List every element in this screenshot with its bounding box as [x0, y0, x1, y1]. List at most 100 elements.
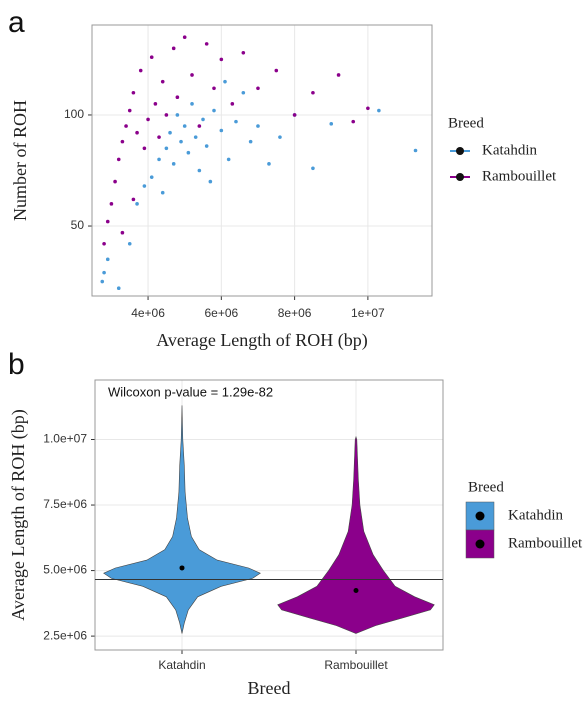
y-tick-label: 1.0e+07 [43, 432, 87, 446]
point [351, 119, 356, 124]
y-axis-title: Number of ROH [10, 100, 30, 221]
point [226, 157, 231, 162]
point [164, 146, 169, 151]
legend-symbol [475, 539, 485, 549]
point [311, 166, 315, 171]
point [204, 144, 209, 148]
x-axis-title: Average Length of ROH (bp) [156, 330, 368, 351]
point [175, 95, 180, 99]
point [197, 168, 202, 173]
point [292, 113, 297, 117]
y-tick-label: 50 [71, 218, 85, 232]
plot-frame [91, 24, 433, 297]
point [135, 130, 139, 135]
point [193, 135, 198, 139]
panel-label: b [8, 348, 25, 381]
y-tick-label: 2.5e+06 [43, 628, 87, 642]
legend-label: Rambouillet [508, 535, 583, 551]
point [377, 108, 381, 113]
point [149, 55, 154, 60]
panel-label: a [8, 6, 25, 39]
point [186, 150, 191, 155]
point [311, 90, 315, 95]
point [256, 124, 260, 128]
point [256, 86, 260, 91]
y-tick-label: 100 [64, 107, 84, 121]
point [190, 73, 194, 77]
x-tick-label: 4e+06 [131, 306, 165, 320]
point [171, 162, 176, 166]
point [131, 90, 136, 95]
point [208, 179, 213, 184]
point [366, 106, 370, 111]
point [336, 73, 341, 77]
point [116, 157, 121, 162]
point [182, 35, 187, 40]
point [274, 68, 279, 73]
violin [103, 405, 261, 634]
x-tick-label: 1e+07 [351, 306, 385, 320]
y-axis-title: Average Length of ROH (bp) [8, 409, 29, 621]
point [120, 139, 125, 144]
point [168, 130, 172, 135]
point [182, 124, 187, 128]
point [267, 162, 271, 166]
point [109, 202, 114, 206]
violin [277, 435, 435, 634]
point [105, 219, 110, 224]
legend-symbol [456, 173, 464, 181]
legend-label: Katahdin [482, 142, 537, 158]
y-tick-label: 5.0e+06 [43, 563, 87, 577]
point [248, 139, 253, 144]
point [146, 117, 150, 122]
plot-frame [94, 379, 444, 651]
point [100, 279, 105, 284]
point [179, 139, 183, 144]
point [230, 102, 235, 106]
annotation: Wilcoxon p-value = 1.29e-82 [108, 384, 273, 399]
x-tick-label: 6e+06 [204, 306, 238, 320]
point [234, 119, 238, 124]
point [219, 57, 224, 62]
point [201, 117, 205, 122]
point [105, 257, 110, 262]
point [102, 270, 106, 275]
point [241, 90, 246, 95]
legend-title: Breed [468, 479, 504, 495]
x-tick-label: Rambouillet [324, 658, 388, 672]
point [413, 148, 418, 153]
point [329, 122, 334, 126]
x-tick-label: 8e+06 [278, 306, 312, 320]
point [278, 135, 282, 139]
x-tick-label: Katahdin [158, 658, 205, 672]
point [127, 108, 132, 113]
point [219, 128, 224, 133]
point [212, 108, 216, 113]
point [197, 124, 202, 128]
point [190, 102, 194, 106]
point [164, 113, 169, 117]
point [127, 241, 132, 246]
point [160, 190, 165, 195]
point [142, 184, 147, 188]
point [153, 102, 158, 106]
point [124, 124, 128, 128]
point [171, 46, 176, 51]
point [223, 79, 227, 84]
point [135, 202, 139, 206]
point [175, 113, 180, 117]
point [138, 68, 143, 73]
mean-point [353, 587, 359, 593]
legend-symbol [456, 147, 464, 155]
point [142, 146, 147, 151]
legend-label: Rambouillet [482, 168, 557, 184]
point [102, 241, 106, 246]
legend-title: Breed [448, 115, 484, 131]
point [113, 179, 117, 184]
point [241, 50, 246, 55]
point [131, 197, 136, 202]
mean-point [179, 565, 185, 571]
y-tick-label: 7.5e+06 [43, 497, 87, 511]
legend-label: Katahdin [508, 507, 563, 523]
